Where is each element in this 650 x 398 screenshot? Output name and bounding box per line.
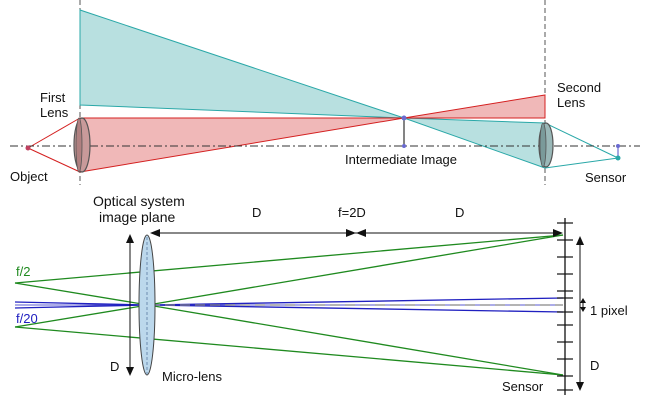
distance-label-right: D: [455, 205, 464, 220]
distance-arrow-head-right: [553, 229, 563, 237]
intermediate-image-point: [401, 115, 407, 121]
sensor-ray-top: [544, 122, 619, 159]
top-panel: First Lens Second Lens Object Intermedia…: [10, 0, 640, 185]
sensor-height-arrow-head-top: [576, 236, 584, 245]
lens-diameter-arrow-head-top: [126, 234, 134, 243]
green-ray-lower-right: [147, 304, 564, 376]
second-lens-label-line2: Lens: [557, 95, 586, 110]
green-ray-top-left: [14, 282, 149, 306]
object-ray-top: [27, 117, 81, 149]
optical-plane-label-line1: Optical system: [93, 193, 185, 209]
green-ray-bottom-left: [14, 304, 149, 328]
sensor-label-bottom: Sensor: [502, 379, 544, 394]
lens-diameter-arrow-head-bottom: [126, 367, 134, 376]
teal-ray-cone: [79, 9, 405, 119]
green-ray-top: [14, 234, 564, 284]
pixel-size-label: 1 pixel: [590, 303, 628, 318]
blue-ray-top-left: [14, 301, 149, 306]
aperture-f20-label: f/20: [16, 311, 38, 326]
pixel-size-arrow-head-top: [580, 298, 586, 303]
sensor-pixel-ticks: [557, 222, 573, 391]
sensor-ray-bottom: [544, 157, 619, 169]
distance-arrow-head-mid-left: [346, 229, 356, 237]
object-point: [25, 145, 31, 151]
sensor-label-top: Sensor: [585, 170, 627, 185]
intermediate-image-base: [402, 144, 406, 148]
first-lens-face: [75, 117, 83, 173]
focal-length-label: f=2D: [338, 205, 366, 220]
sensor-height-arrow-head-bottom: [576, 382, 584, 391]
optical-plane-label-line2: image plane: [99, 209, 175, 225]
sensor-point-top: [616, 144, 620, 148]
intermediate-image-label: Intermediate Image: [345, 152, 457, 167]
micro-lens-label: Micro-lens: [162, 369, 222, 384]
sensor-point: [615, 155, 621, 161]
lens-diameter-label: D: [110, 359, 119, 374]
distance-label-left: D: [252, 205, 261, 220]
first-lens-label-line1: First: [40, 90, 66, 105]
distance-arrow-head-mid-right: [356, 229, 366, 237]
blue-ray-bottom-left: [14, 304, 149, 309]
bottom-panel: Optical system image plane D f=2D D f/2 …: [14, 193, 628, 395]
pixel-size-arrow-head-bottom: [580, 307, 586, 312]
aperture-f2-label: f/2: [16, 264, 30, 279]
green-ray-upper-right: [147, 234, 564, 306]
second-lens-face: [539, 122, 547, 168]
object-label: Object: [10, 169, 48, 184]
distance-arrow-head-left: [150, 229, 160, 237]
first-lens-label-line2: Lens: [40, 105, 69, 120]
blue-ray-lower-right: [147, 304, 564, 313]
second-lens-label-line1: Second: [557, 80, 601, 95]
red-ray-cone-right: [403, 94, 546, 119]
sensor-height-label: D: [590, 358, 599, 373]
green-ray-bottom: [14, 326, 564, 376]
object-ray-bottom: [27, 147, 81, 173]
blue-ray-upper-right: [147, 297, 564, 306]
